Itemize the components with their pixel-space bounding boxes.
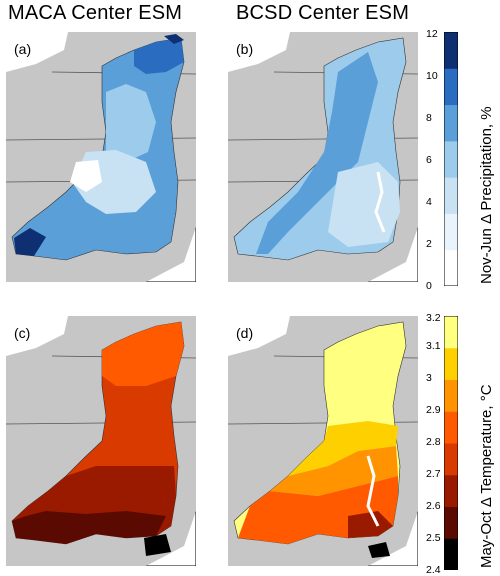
colorbar-temp: 2.4 2.5 2.6 2.7 2.8 2.9 3 3.1 3.2 May-Oc… — [426, 312, 500, 576]
map-panel-a: (a) — [6, 32, 196, 282]
colorbar-band — [444, 140, 458, 178]
column-title-maca: MACA Center ESM — [8, 2, 183, 24]
watershed-region — [106, 84, 156, 162]
tick-label: 4 — [426, 196, 432, 208]
water-area — [6, 32, 68, 72]
colorbar-band — [444, 474, 458, 507]
map-panel-b: (b) — [228, 32, 418, 282]
water-area — [366, 455, 380, 527]
watershed-region — [134, 38, 184, 74]
water-area — [374, 171, 386, 233]
colorbar-bands — [444, 316, 458, 570]
tick-label: 2.9 — [426, 404, 441, 416]
watershed-region — [348, 511, 393, 538]
colorbar-bands — [444, 32, 458, 286]
colorbar-band — [444, 177, 458, 214]
watershed-region — [328, 162, 400, 247]
watershed-region — [256, 52, 378, 254]
water-area — [228, 316, 290, 356]
watershed-region — [14, 228, 46, 256]
tick-label: 2 — [426, 238, 432, 250]
tick-label: 8 — [426, 112, 432, 124]
tick-label: 2.6 — [426, 500, 441, 512]
colorbar-band — [444, 347, 458, 380]
water-area — [228, 32, 290, 72]
tick-label: 3.1 — [426, 340, 441, 352]
watershed-region — [70, 160, 102, 192]
water-area — [6, 316, 68, 356]
colorbar-band — [444, 411, 458, 444]
watershed-region — [288, 421, 398, 476]
colorbar-band — [444, 379, 458, 412]
colorbar-precip: 0 2 4 6 8 10 12 Nov-Jun Δ Precipitation,… — [426, 28, 500, 292]
tick-label: 0 — [426, 280, 432, 292]
tick-label: 2.7 — [426, 468, 441, 480]
colorbar-band — [444, 538, 458, 570]
tick-label: 12 — [426, 28, 438, 40]
watershed-region — [102, 322, 184, 386]
colorbar-band — [444, 249, 458, 286]
map-panel-d: (d) — [228, 316, 418, 566]
colorbar-band — [444, 213, 458, 251]
tick-label: 10 — [426, 70, 438, 82]
map-panel-c: (c) — [6, 316, 196, 566]
panel-label: (d) — [236, 325, 253, 341]
column-title-bcsd: BCSD Center ESM — [236, 2, 410, 24]
colorbar-band — [444, 68, 458, 106]
colorbar-band — [444, 104, 458, 142]
panel-label: (b) — [236, 41, 253, 57]
tick-label: 2.4 — [426, 564, 441, 576]
panel-label: (c) — [14, 325, 30, 341]
watershed-region — [368, 542, 390, 558]
watershed-region — [270, 446, 398, 496]
colorbar-band — [444, 443, 458, 476]
panel-label: (a) — [14, 41, 31, 57]
tick-label: 2.8 — [426, 436, 441, 448]
colorbar-band — [444, 316, 458, 349]
colorbar-band — [444, 506, 458, 539]
tick-label: 3 — [426, 372, 432, 384]
watershed-region — [144, 534, 171, 556]
tick-label: 2.5 — [426, 532, 441, 544]
tick-label: 6 — [426, 154, 432, 166]
colorbar-title: May-Oct Δ Temperature, °C — [478, 384, 495, 568]
colorbar-title: Nov-Jun Δ Precipitation, % — [478, 106, 495, 284]
tick-label: 3.2 — [426, 312, 441, 324]
watershed-region — [164, 34, 184, 44]
watershed-region — [12, 511, 166, 544]
colorbar-band — [444, 32, 458, 69]
